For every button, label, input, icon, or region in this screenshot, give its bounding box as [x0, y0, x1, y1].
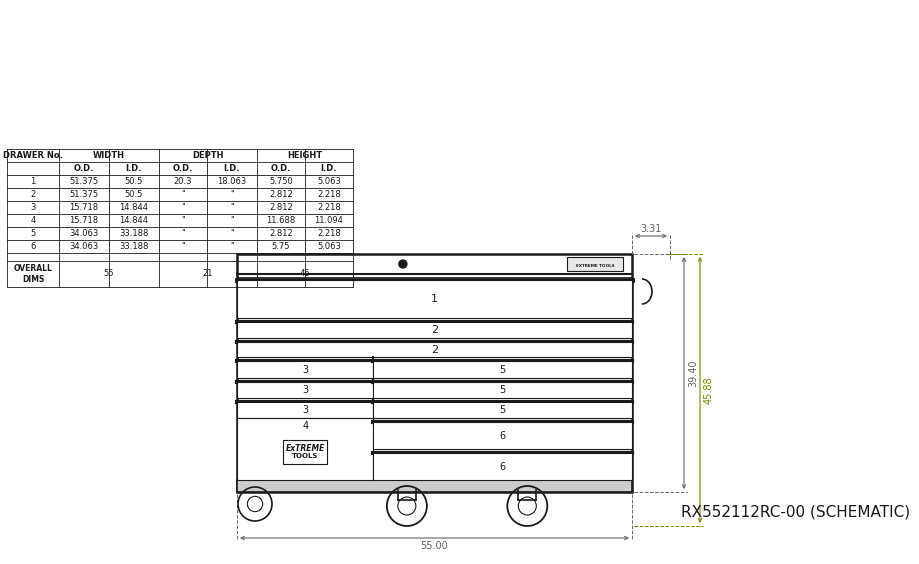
Bar — [283, 440, 327, 464]
Bar — [566, 257, 622, 271]
Text: 51.375: 51.375 — [69, 190, 98, 199]
Bar — [373, 362, 631, 378]
Text: ": " — [230, 229, 233, 238]
Text: 4: 4 — [301, 421, 308, 431]
Bar — [237, 342, 631, 358]
Bar — [373, 453, 631, 480]
Text: ": " — [181, 242, 185, 251]
Text: 50.5: 50.5 — [125, 190, 143, 199]
Text: WIDTH: WIDTH — [93, 151, 125, 160]
Text: ": " — [181, 190, 185, 199]
Text: 2.812: 2.812 — [269, 229, 292, 238]
Text: 5: 5 — [30, 229, 36, 238]
Circle shape — [399, 260, 406, 268]
Text: OVERALL
DIMS: OVERALL DIMS — [14, 264, 52, 284]
Bar — [237, 362, 373, 378]
Text: O.D.: O.D. — [173, 164, 193, 173]
Text: ": " — [230, 216, 233, 225]
Text: 2.812: 2.812 — [269, 203, 292, 212]
Text: 2.218: 2.218 — [317, 203, 341, 212]
Text: 2.218: 2.218 — [317, 190, 341, 199]
Text: 3: 3 — [30, 203, 36, 212]
Bar — [373, 382, 631, 398]
Text: 55.00: 55.00 — [420, 541, 448, 551]
Text: DEPTH: DEPTH — [192, 151, 223, 160]
Text: 5.75: 5.75 — [271, 242, 289, 251]
Text: 45.88: 45.88 — [703, 376, 713, 404]
Text: 5.063: 5.063 — [317, 177, 341, 186]
Text: HEIGHT: HEIGHT — [287, 151, 323, 160]
Text: 3: 3 — [301, 385, 308, 395]
Text: I.D.: I.D. — [223, 164, 240, 173]
Bar — [237, 480, 631, 492]
Bar — [237, 402, 373, 418]
Text: 33.188: 33.188 — [119, 229, 149, 238]
Text: 5.063: 5.063 — [317, 242, 341, 251]
Text: ": " — [230, 203, 233, 212]
Text: 34.063: 34.063 — [69, 229, 98, 238]
Text: 6: 6 — [499, 461, 505, 472]
Text: 39.40: 39.40 — [687, 359, 698, 387]
Text: 5: 5 — [499, 385, 505, 395]
Text: ": " — [230, 190, 233, 199]
Text: 21: 21 — [202, 269, 213, 278]
Text: 14.844: 14.844 — [119, 216, 148, 225]
Text: DRAWER No.: DRAWER No. — [3, 151, 62, 160]
Text: 55: 55 — [104, 269, 114, 278]
Text: 6: 6 — [30, 242, 36, 251]
Text: I.D.: I.D. — [126, 164, 142, 173]
Text: 3: 3 — [301, 364, 308, 374]
Text: 15.718: 15.718 — [69, 216, 98, 225]
Text: ": " — [181, 229, 185, 238]
Text: RX552112RC-00 (SCHEMATIC): RX552112RC-00 (SCHEMATIC) — [680, 505, 909, 519]
Text: 5.750: 5.750 — [269, 177, 292, 186]
Text: 11.094: 11.094 — [314, 216, 343, 225]
Text: 5: 5 — [499, 405, 505, 415]
Text: 5: 5 — [499, 364, 505, 374]
Text: ": " — [181, 216, 185, 225]
Text: 3.31: 3.31 — [640, 224, 661, 234]
Bar — [237, 418, 373, 480]
Text: 2: 2 — [430, 345, 437, 355]
Text: I.D.: I.D. — [321, 164, 337, 173]
Bar — [373, 422, 631, 449]
Text: 51.375: 51.375 — [69, 177, 98, 186]
Text: 2.812: 2.812 — [269, 190, 292, 199]
Text: 1: 1 — [30, 177, 36, 186]
Text: 18.063: 18.063 — [217, 177, 246, 186]
Text: O.D.: O.D. — [74, 164, 94, 173]
Text: 50.5: 50.5 — [125, 177, 143, 186]
Bar — [237, 322, 631, 338]
Text: 1: 1 — [430, 294, 437, 304]
Text: 3: 3 — [301, 405, 308, 415]
Text: 14.844: 14.844 — [119, 203, 148, 212]
Text: TOOLS: TOOLS — [291, 453, 318, 459]
Bar — [237, 254, 631, 492]
Bar — [237, 382, 373, 398]
Text: 46: 46 — [300, 269, 310, 278]
Bar — [237, 280, 631, 318]
Bar — [373, 402, 631, 418]
Text: 6: 6 — [499, 430, 505, 440]
Text: 2.218: 2.218 — [317, 229, 341, 238]
Text: 15.718: 15.718 — [69, 203, 98, 212]
Text: 34.063: 34.063 — [69, 242, 98, 251]
Text: EXTREME TOOLS: EXTREME TOOLS — [575, 264, 614, 268]
Text: 33.188: 33.188 — [119, 242, 149, 251]
Text: 20.3: 20.3 — [174, 177, 192, 186]
Text: 2: 2 — [30, 190, 36, 199]
Text: ExTREME: ExTREME — [285, 444, 324, 453]
Text: 4: 4 — [30, 216, 36, 225]
Text: ": " — [181, 203, 185, 212]
Text: ": " — [230, 242, 233, 251]
Text: O.D.: O.D. — [270, 164, 291, 173]
Text: 2: 2 — [430, 325, 437, 335]
Text: 11.688: 11.688 — [267, 216, 295, 225]
